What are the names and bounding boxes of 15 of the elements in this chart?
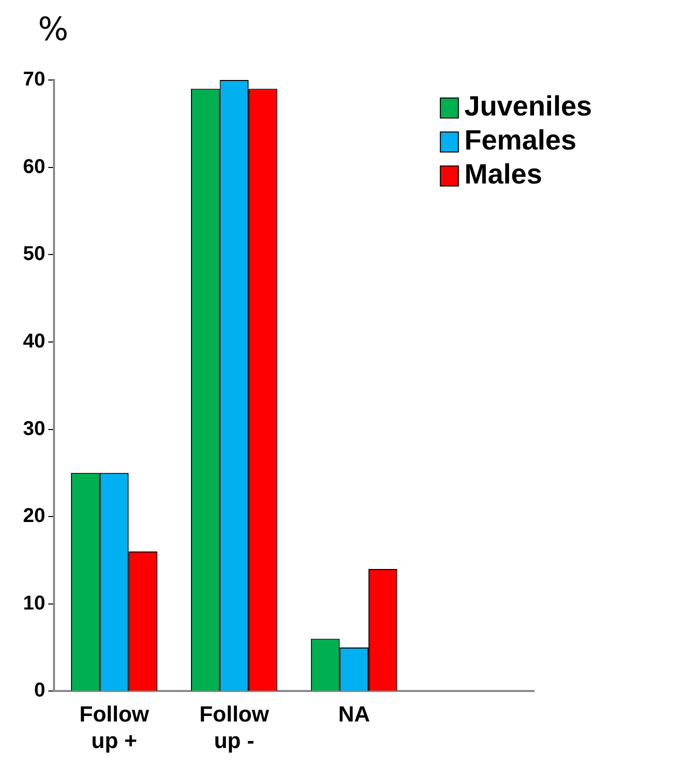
y-tick-label: 70 bbox=[22, 68, 46, 91]
y-tick-label: 30 bbox=[22, 418, 46, 440]
y-tick-label: 0 bbox=[34, 680, 46, 702]
legend-label: Juveniles bbox=[464, 90, 592, 122]
legend-label: Males bbox=[464, 158, 542, 190]
y-tick-label: 60 bbox=[22, 156, 46, 178]
x-tick-label: Follow up + bbox=[79, 701, 150, 753]
y-axis-title: % bbox=[38, 10, 68, 48]
x-tick-label: NA bbox=[338, 701, 370, 726]
x-tick-label: Follow up - bbox=[199, 701, 270, 753]
y-tick-label: 20 bbox=[22, 505, 46, 528]
y-tick-label: 50 bbox=[22, 243, 46, 266]
y-tick-label: 40 bbox=[22, 330, 46, 352]
y-tick-label: 10 bbox=[22, 592, 46, 614]
legend-label: Females bbox=[464, 124, 576, 156]
